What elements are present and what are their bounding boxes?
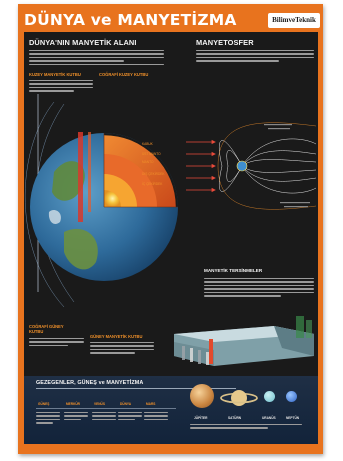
column-header: MERKÜR bbox=[66, 402, 80, 406]
saturn-icon bbox=[220, 390, 258, 406]
magnetosphere-title: MANYETOSFER bbox=[196, 38, 254, 47]
magnetosphere-text-block bbox=[196, 50, 314, 64]
column-header: DÜNYA bbox=[120, 402, 132, 406]
layer-label: KABUK bbox=[142, 142, 153, 146]
poster-title: DÜNYA ve MANYETİZMA bbox=[24, 11, 237, 29]
geographic-north-label: COĞRAFİ KUZEY KUTBU bbox=[99, 72, 149, 77]
planet-label: JÜPİTER bbox=[194, 416, 208, 420]
column-header: VENÜS bbox=[94, 402, 105, 406]
magnetic-reversals-title: MANYETİK TERSİNMELER bbox=[204, 268, 263, 273]
south-text-block bbox=[29, 338, 84, 348]
magnetic-south-text-block bbox=[90, 342, 154, 356]
planets-band: GEZEGENLER, GÜNEŞ ve MANYETİZMA GÜNEŞ ME… bbox=[24, 376, 318, 444]
planet-label: URANÜS bbox=[262, 416, 276, 420]
planets-section-title: GEZEGENLER, GÜNEŞ ve MANYETİZMA bbox=[36, 380, 144, 386]
column-header: GÜNEŞ bbox=[38, 402, 50, 406]
uranus-icon bbox=[264, 391, 275, 402]
geographic-south-label: COĞRAFİ GÜNEY KUTBU bbox=[29, 324, 64, 334]
neptune-icon bbox=[286, 391, 297, 402]
magnetic-north-label: KUZEY MANYETİK KUTBU bbox=[29, 72, 81, 77]
reversals-text-block bbox=[204, 278, 314, 299]
layer-label: MANTO bbox=[142, 160, 154, 164]
layer-label: DIŞ ÇEKİRDEK bbox=[142, 172, 165, 176]
poster: DÜNYA ve MANYETİZMA BilimveTeknik DÜNYA'… bbox=[18, 4, 323, 454]
north-text-block bbox=[29, 80, 93, 94]
planets-intro-line bbox=[36, 388, 236, 390]
layer-label: İÇ ÇEKİRDEK bbox=[142, 182, 163, 186]
magnetic-field-title: DÜNYA'NIN MANYETİK ALANI bbox=[29, 38, 137, 47]
publisher-logo: BilimveTeknik bbox=[268, 13, 320, 28]
column-header: MARS bbox=[146, 402, 156, 406]
content-panel: DÜNYA'NIN MANYETİK ALANI KUZEY MANYETİK … bbox=[24, 32, 318, 444]
magnetosphere-diagram bbox=[186, 122, 317, 210]
jupiter-icon bbox=[190, 384, 214, 408]
layer-label: ÜST MANTO bbox=[142, 152, 161, 156]
seafloor-block-diagram bbox=[174, 316, 314, 366]
magnetic-south-label: GÜNEY MANYETİK KUTBU bbox=[90, 334, 143, 339]
earth-cutaway-illustration bbox=[25, 94, 178, 308]
planet-label: NEPTÜN bbox=[286, 416, 300, 420]
planet-label: SATÜRN bbox=[228, 416, 242, 420]
intro-text-block bbox=[29, 50, 164, 67]
